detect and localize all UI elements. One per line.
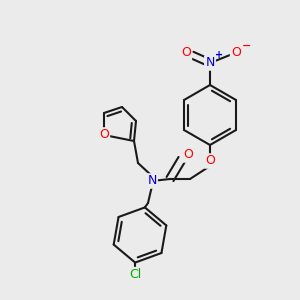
Text: O: O <box>231 46 241 59</box>
Text: +: + <box>215 50 223 60</box>
Text: N: N <box>205 56 215 70</box>
Text: O: O <box>183 148 193 161</box>
Text: Cl: Cl <box>129 268 141 281</box>
Text: N: N <box>147 175 157 188</box>
Text: O: O <box>205 154 215 167</box>
Text: O: O <box>181 46 191 59</box>
Text: −: − <box>242 41 251 51</box>
Text: O: O <box>99 128 109 142</box>
